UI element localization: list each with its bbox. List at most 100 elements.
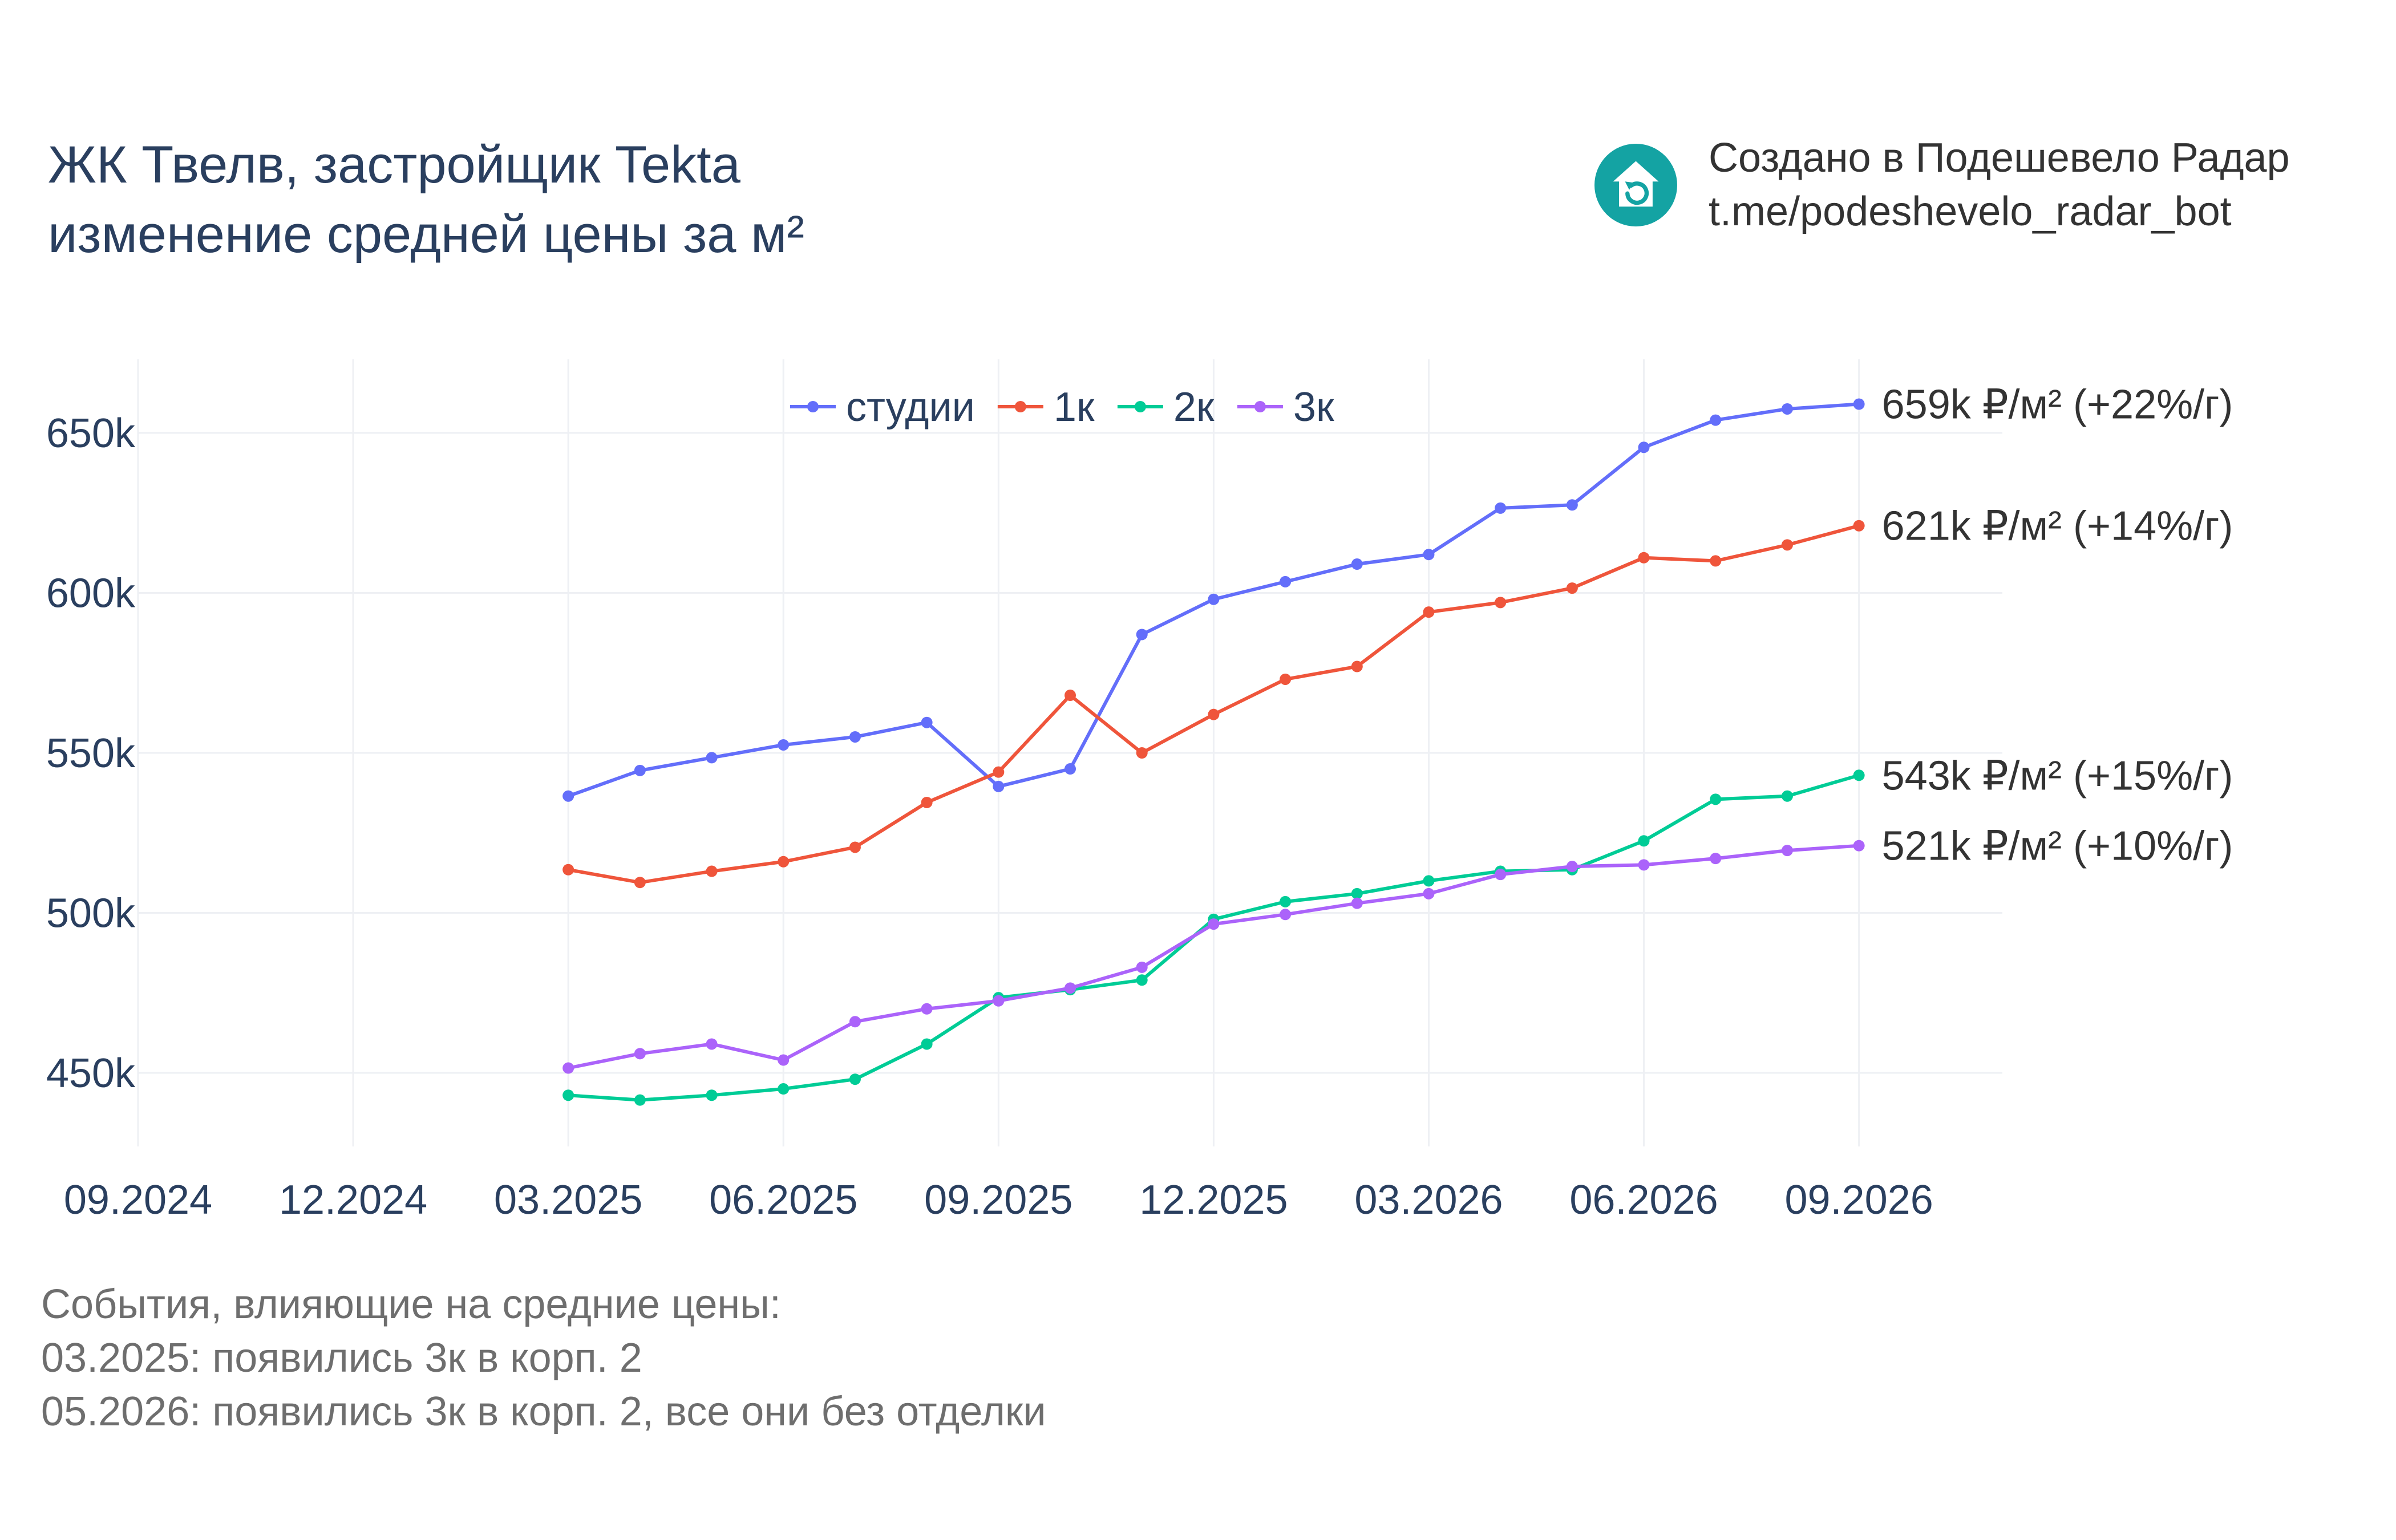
- y-tick-label: 500k: [46, 890, 136, 936]
- data-point: [634, 1048, 646, 1060]
- data-point: [1136, 747, 1148, 759]
- data-point: [1423, 875, 1435, 887]
- data-point: [778, 856, 790, 868]
- chart-title-line-2: изменение средней цены за м²: [48, 205, 804, 264]
- data-point: [1853, 769, 1865, 781]
- data-point: [634, 1094, 646, 1106]
- data-point: [1710, 555, 1722, 567]
- data-point: [778, 1083, 790, 1095]
- data-point: [1495, 502, 1507, 514]
- event-item: 05.2026: появились 3к в корп. 2, все они…: [41, 1389, 1046, 1434]
- chart-title: ЖК Твелв, застройщик Tekta изменение сре…: [48, 130, 804, 269]
- legend-marker: [1254, 401, 1266, 412]
- data-point: [993, 780, 1005, 792]
- data-point: [562, 1089, 574, 1101]
- data-point: [634, 764, 646, 776]
- data-point: [1853, 520, 1865, 532]
- brand-text: Создано в Подешевело Радар t.me/podeshev…: [1709, 131, 2290, 238]
- data-point: [849, 731, 861, 743]
- data-point: [1136, 974, 1148, 986]
- data-point: [1136, 961, 1148, 973]
- data-point: [1638, 552, 1650, 564]
- y-tick-label: 450k: [46, 1051, 136, 1096]
- data-point: [562, 790, 574, 802]
- data-point: [1280, 895, 1292, 907]
- data-point: [706, 1089, 718, 1101]
- data-point: [1351, 887, 1363, 899]
- series-end-label: 543k ₽/м² (+15%/г): [1882, 753, 2233, 799]
- legend-label: 2к: [1173, 384, 1215, 430]
- data-point: [1781, 403, 1793, 415]
- data-point: [562, 864, 574, 876]
- data-point: [921, 1038, 933, 1050]
- data-point: [1566, 499, 1578, 511]
- data-point: [1638, 835, 1650, 847]
- data-point: [1351, 558, 1363, 570]
- data-point: [634, 877, 646, 889]
- data-point: [1351, 660, 1363, 672]
- data-point: [706, 865, 718, 877]
- data-point: [1065, 690, 1076, 702]
- data-point: [1566, 861, 1578, 873]
- legend-label: студии: [846, 384, 975, 430]
- data-point: [1351, 897, 1363, 909]
- data-point: [921, 716, 933, 728]
- data-point: [1781, 790, 1793, 802]
- data-point: [1495, 597, 1507, 609]
- y-tick-label: 650k: [46, 411, 136, 456]
- data-point: [706, 1038, 718, 1050]
- legend-marker: [1134, 401, 1146, 412]
- legend-label: 3к: [1293, 384, 1334, 430]
- series-end-label: 621k ₽/м² (+14%/г): [1882, 504, 2233, 549]
- data-point: [1136, 629, 1148, 641]
- data-point: [921, 1003, 933, 1015]
- chart-title-line-1: ЖК Твелв, застройщик Tekta: [48, 136, 740, 194]
- data-point: [706, 752, 718, 764]
- y-tick-label: 600k: [46, 571, 136, 617]
- x-tick-label: 12.2024: [279, 1177, 427, 1223]
- data-point: [1065, 763, 1076, 775]
- series-end-label: 659k ₽/м² (+22%/г): [1882, 382, 2233, 428]
- data-point: [1853, 398, 1865, 410]
- data-point: [1710, 793, 1722, 805]
- x-tick-label: 09.2024: [64, 1177, 212, 1223]
- data-point: [1495, 869, 1507, 881]
- x-tick-label: 09.2025: [924, 1177, 1072, 1223]
- data-point: [1423, 887, 1435, 899]
- data-point: [1208, 593, 1220, 605]
- data-point: [849, 1073, 861, 1085]
- data-point: [993, 766, 1005, 778]
- legend-marker: [807, 401, 819, 412]
- data-point: [1208, 708, 1220, 720]
- series-end-label: 521k ₽/м² (+10%/г): [1882, 824, 2233, 869]
- data-point: [1638, 441, 1650, 453]
- brand-line-1: Создано в Подешевело Радар: [1709, 135, 2290, 181]
- data-point: [562, 1062, 574, 1074]
- data-point: [1423, 549, 1435, 561]
- legend-label: 1к: [1054, 384, 1095, 430]
- data-point: [1781, 845, 1793, 857]
- data-point: [1280, 673, 1292, 685]
- x-tick-label: 09.2026: [1784, 1177, 1933, 1223]
- y-tick-label: 550k: [46, 731, 136, 776]
- data-point: [849, 1016, 861, 1028]
- data-point: [1065, 982, 1076, 994]
- data-point: [849, 841, 861, 853]
- events-notes: События, влияющие на средние цены: 03.20…: [41, 1278, 1046, 1438]
- data-point: [1423, 606, 1435, 618]
- data-point: [1280, 576, 1292, 587]
- data-point: [1853, 840, 1865, 852]
- data-point: [1781, 539, 1793, 551]
- brand-link[interactable]: t.me/podeshevelo_radar_bot: [1709, 189, 2232, 234]
- x-tick-label: 06.2026: [1569, 1177, 1718, 1223]
- data-point: [778, 1054, 790, 1066]
- data-point: [1638, 859, 1650, 871]
- data-point: [921, 796, 933, 808]
- x-tick-label: 03.2025: [494, 1177, 642, 1223]
- data-point: [1208, 918, 1220, 930]
- data-point: [1280, 909, 1292, 921]
- legend-marker: [1014, 401, 1026, 412]
- data-point: [1710, 853, 1722, 865]
- events-heading: События, влияющие на средние цены:: [41, 1282, 781, 1327]
